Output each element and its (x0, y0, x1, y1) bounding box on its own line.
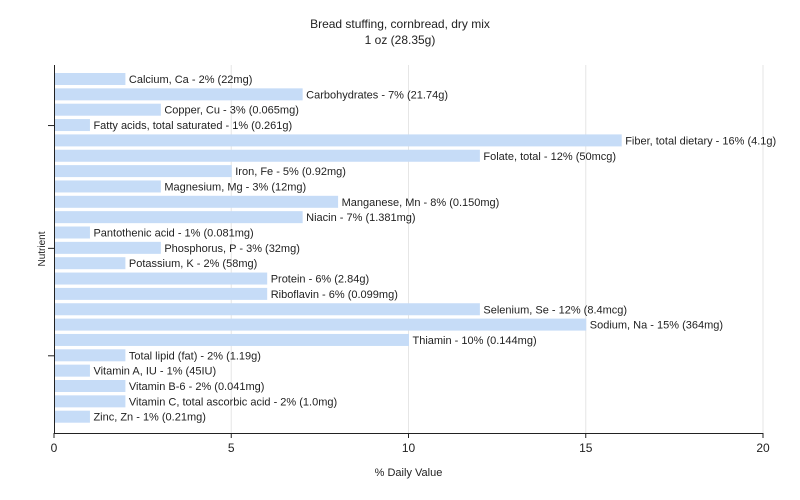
grid-lines (230, 65, 764, 433)
x-tick-label: 15 (579, 441, 593, 455)
bar-labels: Calcium, Ca - 2% (22mg) Carbohydrates - 7… (93, 74, 776, 424)
bar (54, 119, 90, 132)
bar (54, 287, 268, 300)
bar-label: Protein - 6% (2.84g) (271, 274, 369, 286)
bar (54, 103, 161, 116)
bar-label: Niacin - 7% (1.381mg) (306, 212, 415, 224)
bar-label: Potassium, K - 2% (58mg) (129, 258, 257, 270)
bar (54, 165, 232, 178)
bar (54, 73, 126, 85)
bar-label: Vitamin C, total ascorbic acid - 2% (1.0… (129, 396, 337, 408)
bar (54, 88, 303, 101)
bar-label: Magnesium, Mg - 3% (12mg) (164, 181, 306, 193)
bar (54, 241, 161, 254)
y-axis-label: Nutrient (37, 231, 48, 266)
bar (54, 180, 161, 193)
bar (54, 226, 90, 239)
y-axis-ticks (48, 125, 54, 357)
bar-label: Riboflavin - 6% (0.099mg) (271, 289, 398, 301)
bar (54, 318, 587, 331)
bar (54, 364, 90, 377)
bar (54, 272, 268, 285)
bar (54, 211, 303, 224)
bar-label: Carbohydrates - 7% (21.74g) (306, 89, 448, 101)
x-axis-ticks: 0 5 10 15 20 (51, 433, 770, 455)
bar (54, 380, 126, 392)
bar (54, 257, 126, 270)
x-tick-label: 20 (756, 441, 770, 455)
bar-label: Manganese, Mn - 8% (0.150mg) (342, 197, 500, 209)
bar (54, 303, 480, 316)
bar-label: Vitamin A, IU - 1% (45IU) (93, 366, 216, 378)
bar (54, 195, 339, 208)
bar (54, 349, 126, 362)
bar-label: Total lipid (fat) - 2% (1.19g) (129, 350, 261, 362)
bar-label: Pantothenic acid - 1% (0.081mg) (93, 228, 253, 240)
bar-label: Phosphorus, P - 3% (32mg) (164, 243, 300, 255)
bar-label: Fatty acids, total saturated - 1% (0.261… (93, 120, 292, 132)
bar-label: Copper, Cu - 3% (0.065mg) (164, 105, 299, 117)
bar (54, 333, 409, 346)
bar-label: Calcium, Ca - 2% (22mg) (129, 74, 252, 86)
bar-label: Iron, Fe - 5% (0.92mg) (235, 166, 346, 178)
x-tick-label: 10 (402, 441, 416, 455)
bar (54, 149, 480, 162)
x-tick-label: 0 (51, 441, 58, 455)
bar-label: Fiber, total dietary - 16% (4.1g) (625, 135, 776, 147)
bar (54, 395, 126, 408)
bar-label: Thiamin - 10% (0.144mg) (413, 335, 537, 347)
x-tick-label: 5 (228, 441, 235, 455)
bar-label: Selenium, Se - 12% (8.4mcg) (483, 304, 627, 316)
bars (54, 73, 622, 423)
bar (54, 134, 622, 147)
bar-label: Folate, total - 12% (50mcg) (483, 151, 616, 163)
bar-label: Sodium, Na - 15% (364mg) (590, 320, 723, 332)
chart-subtitle: 1 oz (28.35g) (364, 33, 436, 47)
bar (54, 410, 90, 423)
bar-label: Zinc, Zn - 1% (0.21mg) (93, 412, 205, 424)
x-axis-label: % Daily Value (375, 467, 443, 479)
chart-title: Bread stuffing, cornbread, dry mix (310, 17, 490, 31)
bar-label: Vitamin B-6 - 2% (0.041mg) (129, 381, 265, 393)
